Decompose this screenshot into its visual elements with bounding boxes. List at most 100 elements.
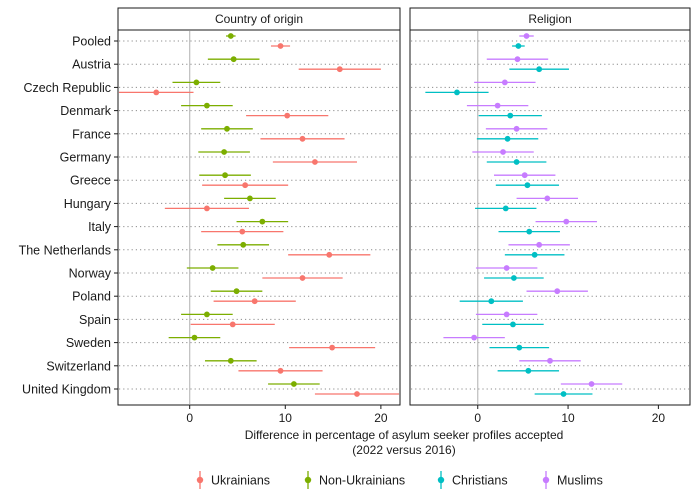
x-axis-subtitle: (2022 versus 2016) (352, 443, 455, 457)
y-tick-label: Greece (70, 174, 111, 188)
y-tick-label: Poland (72, 290, 111, 304)
data-point (336, 66, 343, 73)
data-point (503, 265, 510, 271)
data-point (526, 228, 533, 235)
data-point (563, 218, 570, 225)
legend-item: Christians (437, 471, 508, 489)
data-point (547, 357, 553, 364)
legend-item: Muslims (542, 471, 603, 489)
y-tick-label: Pooled (72, 35, 111, 49)
y-tick-label: Switzerland (46, 359, 111, 373)
x-axis-title: Difference in percentage of asylum seeke… (245, 428, 564, 442)
x-tick-label: 10 (561, 411, 575, 425)
data-point (247, 195, 253, 202)
data-point (454, 89, 460, 96)
data-point (524, 182, 531, 189)
legend-label: Ukrainians (211, 474, 270, 488)
data-point (277, 43, 284, 49)
data-point (501, 79, 508, 86)
data-point (227, 357, 234, 364)
data-point (299, 135, 306, 142)
data-point (554, 288, 561, 295)
data-point (230, 56, 237, 63)
data-point (209, 265, 216, 271)
data-point (204, 102, 210, 109)
data-point (191, 334, 198, 341)
x-tick-label: 0 (474, 411, 481, 425)
data-point (500, 149, 506, 155)
data-point (531, 251, 538, 258)
data-point (471, 334, 478, 341)
data-point (504, 135, 511, 142)
legend: Ukrainians Non-Ukrainians Christians Muslim… (196, 471, 603, 489)
data-point (544, 195, 551, 202)
x-tick-label: 10 (279, 411, 293, 425)
data-point (204, 311, 210, 318)
y-tick-label: Austria (72, 58, 111, 72)
data-point (299, 275, 306, 281)
panel-title: Country of origin (215, 12, 303, 26)
y-tick-label: The Netherlands (19, 243, 111, 257)
legend-item: Ukrainians (196, 471, 270, 489)
data-point (515, 43, 522, 49)
y-tick-label: Sweden (66, 336, 111, 350)
data-point (227, 33, 234, 39)
data-point (326, 251, 333, 258)
y-axis: Pooled Austria Czech Republic Denmark France… (19, 35, 118, 397)
y-tick-label: France (72, 127, 111, 141)
data-point (251, 298, 258, 305)
legend-label: Christians (452, 474, 508, 488)
panel-title: Religion (528, 12, 571, 26)
y-tick-label: Italy (88, 220, 112, 234)
panel-frame (117, 29, 401, 406)
data-point (536, 241, 543, 248)
x-tick-label: 20 (374, 411, 388, 425)
data-point (494, 102, 501, 109)
data-point (525, 367, 532, 374)
data-point (521, 172, 528, 179)
data-point (221, 149, 228, 155)
data-point (193, 79, 200, 86)
data-point (510, 321, 516, 328)
data-point (536, 66, 543, 73)
legend-label: Muslims (557, 474, 603, 488)
legend-key-point (437, 476, 445, 484)
legend-item: Non-Ukrainians (304, 471, 405, 489)
data-point (513, 125, 520, 132)
data-point (204, 205, 210, 212)
data-point (513, 159, 520, 165)
data-point (312, 159, 318, 165)
legend-label: Non-Ukrainians (319, 474, 405, 488)
data-point (523, 33, 530, 39)
y-tick-label: Hungary (64, 197, 112, 211)
data-point (239, 228, 246, 235)
data-point (277, 367, 284, 374)
panel-frame (409, 29, 691, 406)
data-point (224, 125, 230, 132)
x-tick-label: 0 (186, 411, 193, 425)
data-point (488, 298, 495, 305)
y-tick-label: Germany (60, 151, 112, 165)
data-point (290, 381, 297, 387)
panel-country-of-origin: Country of origin 0 10 20 (117, 7, 401, 425)
y-tick-label: Denmark (60, 104, 111, 118)
data-point (514, 56, 521, 63)
data-point (560, 391, 567, 397)
data-point (242, 182, 249, 189)
data-point (507, 112, 514, 119)
legend-key-point (542, 476, 550, 484)
data-point (222, 172, 228, 179)
data-point (510, 275, 517, 281)
data-point (502, 205, 509, 212)
data-point (259, 218, 266, 225)
data-point (229, 321, 236, 328)
data-point (284, 112, 291, 119)
legend-key-point (196, 476, 204, 484)
legend-key-point (304, 476, 312, 484)
y-tick-label: Norway (69, 267, 112, 281)
data-point (503, 311, 510, 318)
panel-religion: Religion 0 10 20 (409, 7, 691, 425)
data-point (240, 241, 247, 248)
data-point (329, 344, 336, 351)
